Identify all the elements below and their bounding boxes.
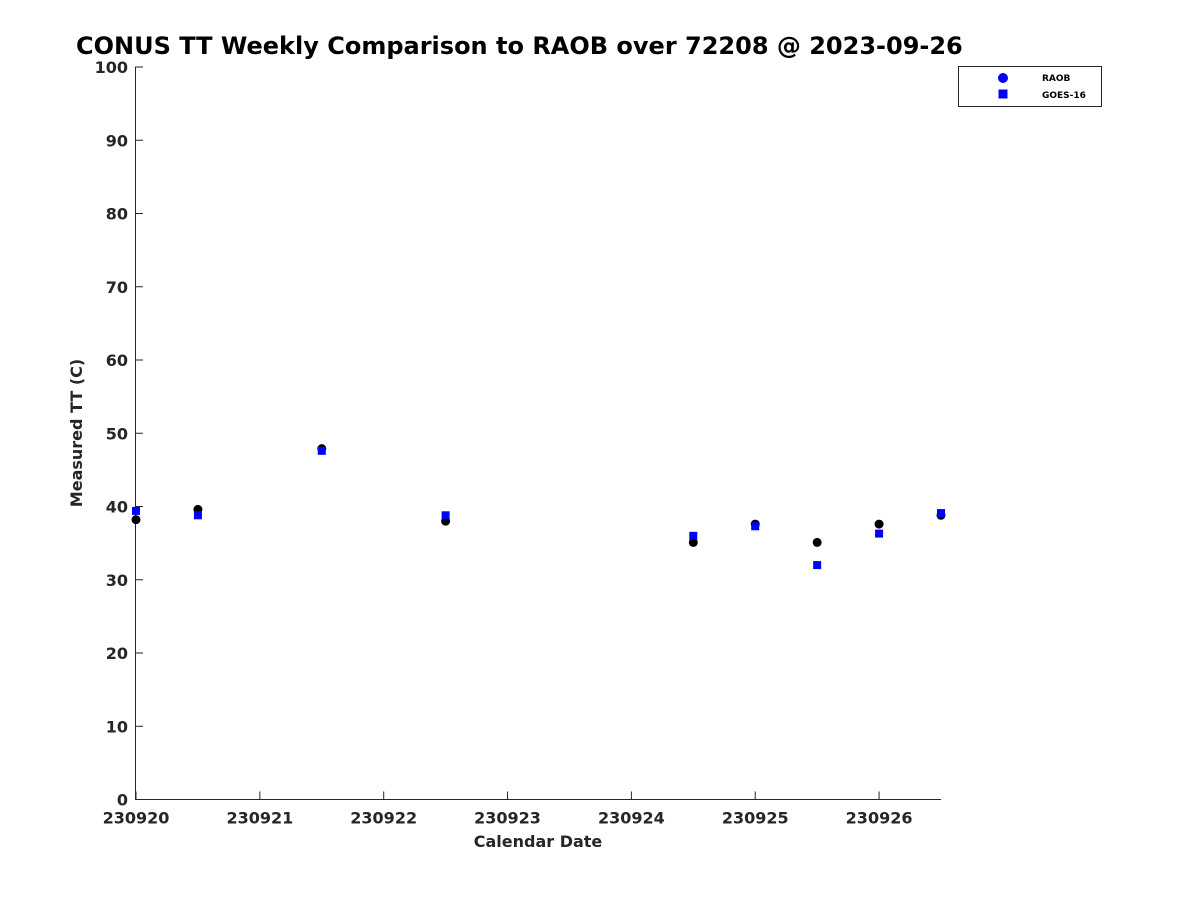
y-tick-label: 30 [106, 571, 128, 590]
raob-point [131, 515, 141, 525]
y-ticks: 0 10 20 30 40 50 60 70 80 90 100 [95, 58, 143, 810]
raob-point [812, 537, 822, 547]
y-tick-label: 80 [106, 205, 128, 224]
raob-point [688, 537, 698, 547]
y-axis-label: Measured TT (C) [67, 359, 86, 507]
legend-raob-label: RAOB [1042, 74, 1071, 84]
x-tick-label: 230924 [598, 809, 665, 828]
x-tick-label: 230926 [846, 809, 913, 828]
y-tick-label: 10 [106, 717, 128, 736]
x-tick-label: 230925 [722, 809, 789, 828]
x-tick-label: 230921 [226, 809, 293, 828]
y-tick-label: 20 [106, 644, 128, 663]
goes16-point [875, 529, 884, 538]
axes [135, 67, 941, 800]
goes16-point [813, 561, 822, 570]
legend: RAOB GOES-16 [958, 66, 1102, 107]
goes16-point [751, 522, 760, 531]
x-tick-label: 230920 [103, 809, 170, 828]
goes16-point [132, 506, 140, 515]
y-tick-label: 60 [106, 351, 128, 370]
y-tick-label: 40 [106, 498, 128, 517]
raob-point [874, 519, 884, 529]
legend-raob-marker [998, 73, 1008, 83]
legend-goes16-marker [998, 89, 1008, 99]
series-layer [131, 444, 946, 570]
y-tick-label: 90 [106, 131, 128, 150]
y-tick-label: 70 [106, 278, 128, 297]
y-tick-label: 100 [95, 58, 128, 77]
x-ticks: 230920 230921 230922 230923 230924 230925 2309… [103, 791, 913, 828]
goes16-point [937, 509, 945, 518]
series-raob [131, 444, 946, 547]
goes16-point [441, 511, 450, 520]
goes16-point [317, 446, 326, 455]
y-tick-label: 0 [117, 791, 128, 810]
goes16-point [689, 531, 698, 540]
legend-box [958, 66, 1102, 107]
chart-title: CONUS TT Weekly Comparison to RAOB over … [76, 32, 963, 60]
legend-goes16-label: GOES-16 [1042, 91, 1086, 101]
x-tick-label: 230923 [474, 809, 541, 828]
x-axis-label: Calendar Date [474, 832, 603, 851]
series-goes-16 [132, 446, 945, 570]
x-tick-label: 230922 [350, 809, 417, 828]
goes16-point [193, 511, 202, 520]
y-tick-label: 50 [106, 424, 128, 443]
